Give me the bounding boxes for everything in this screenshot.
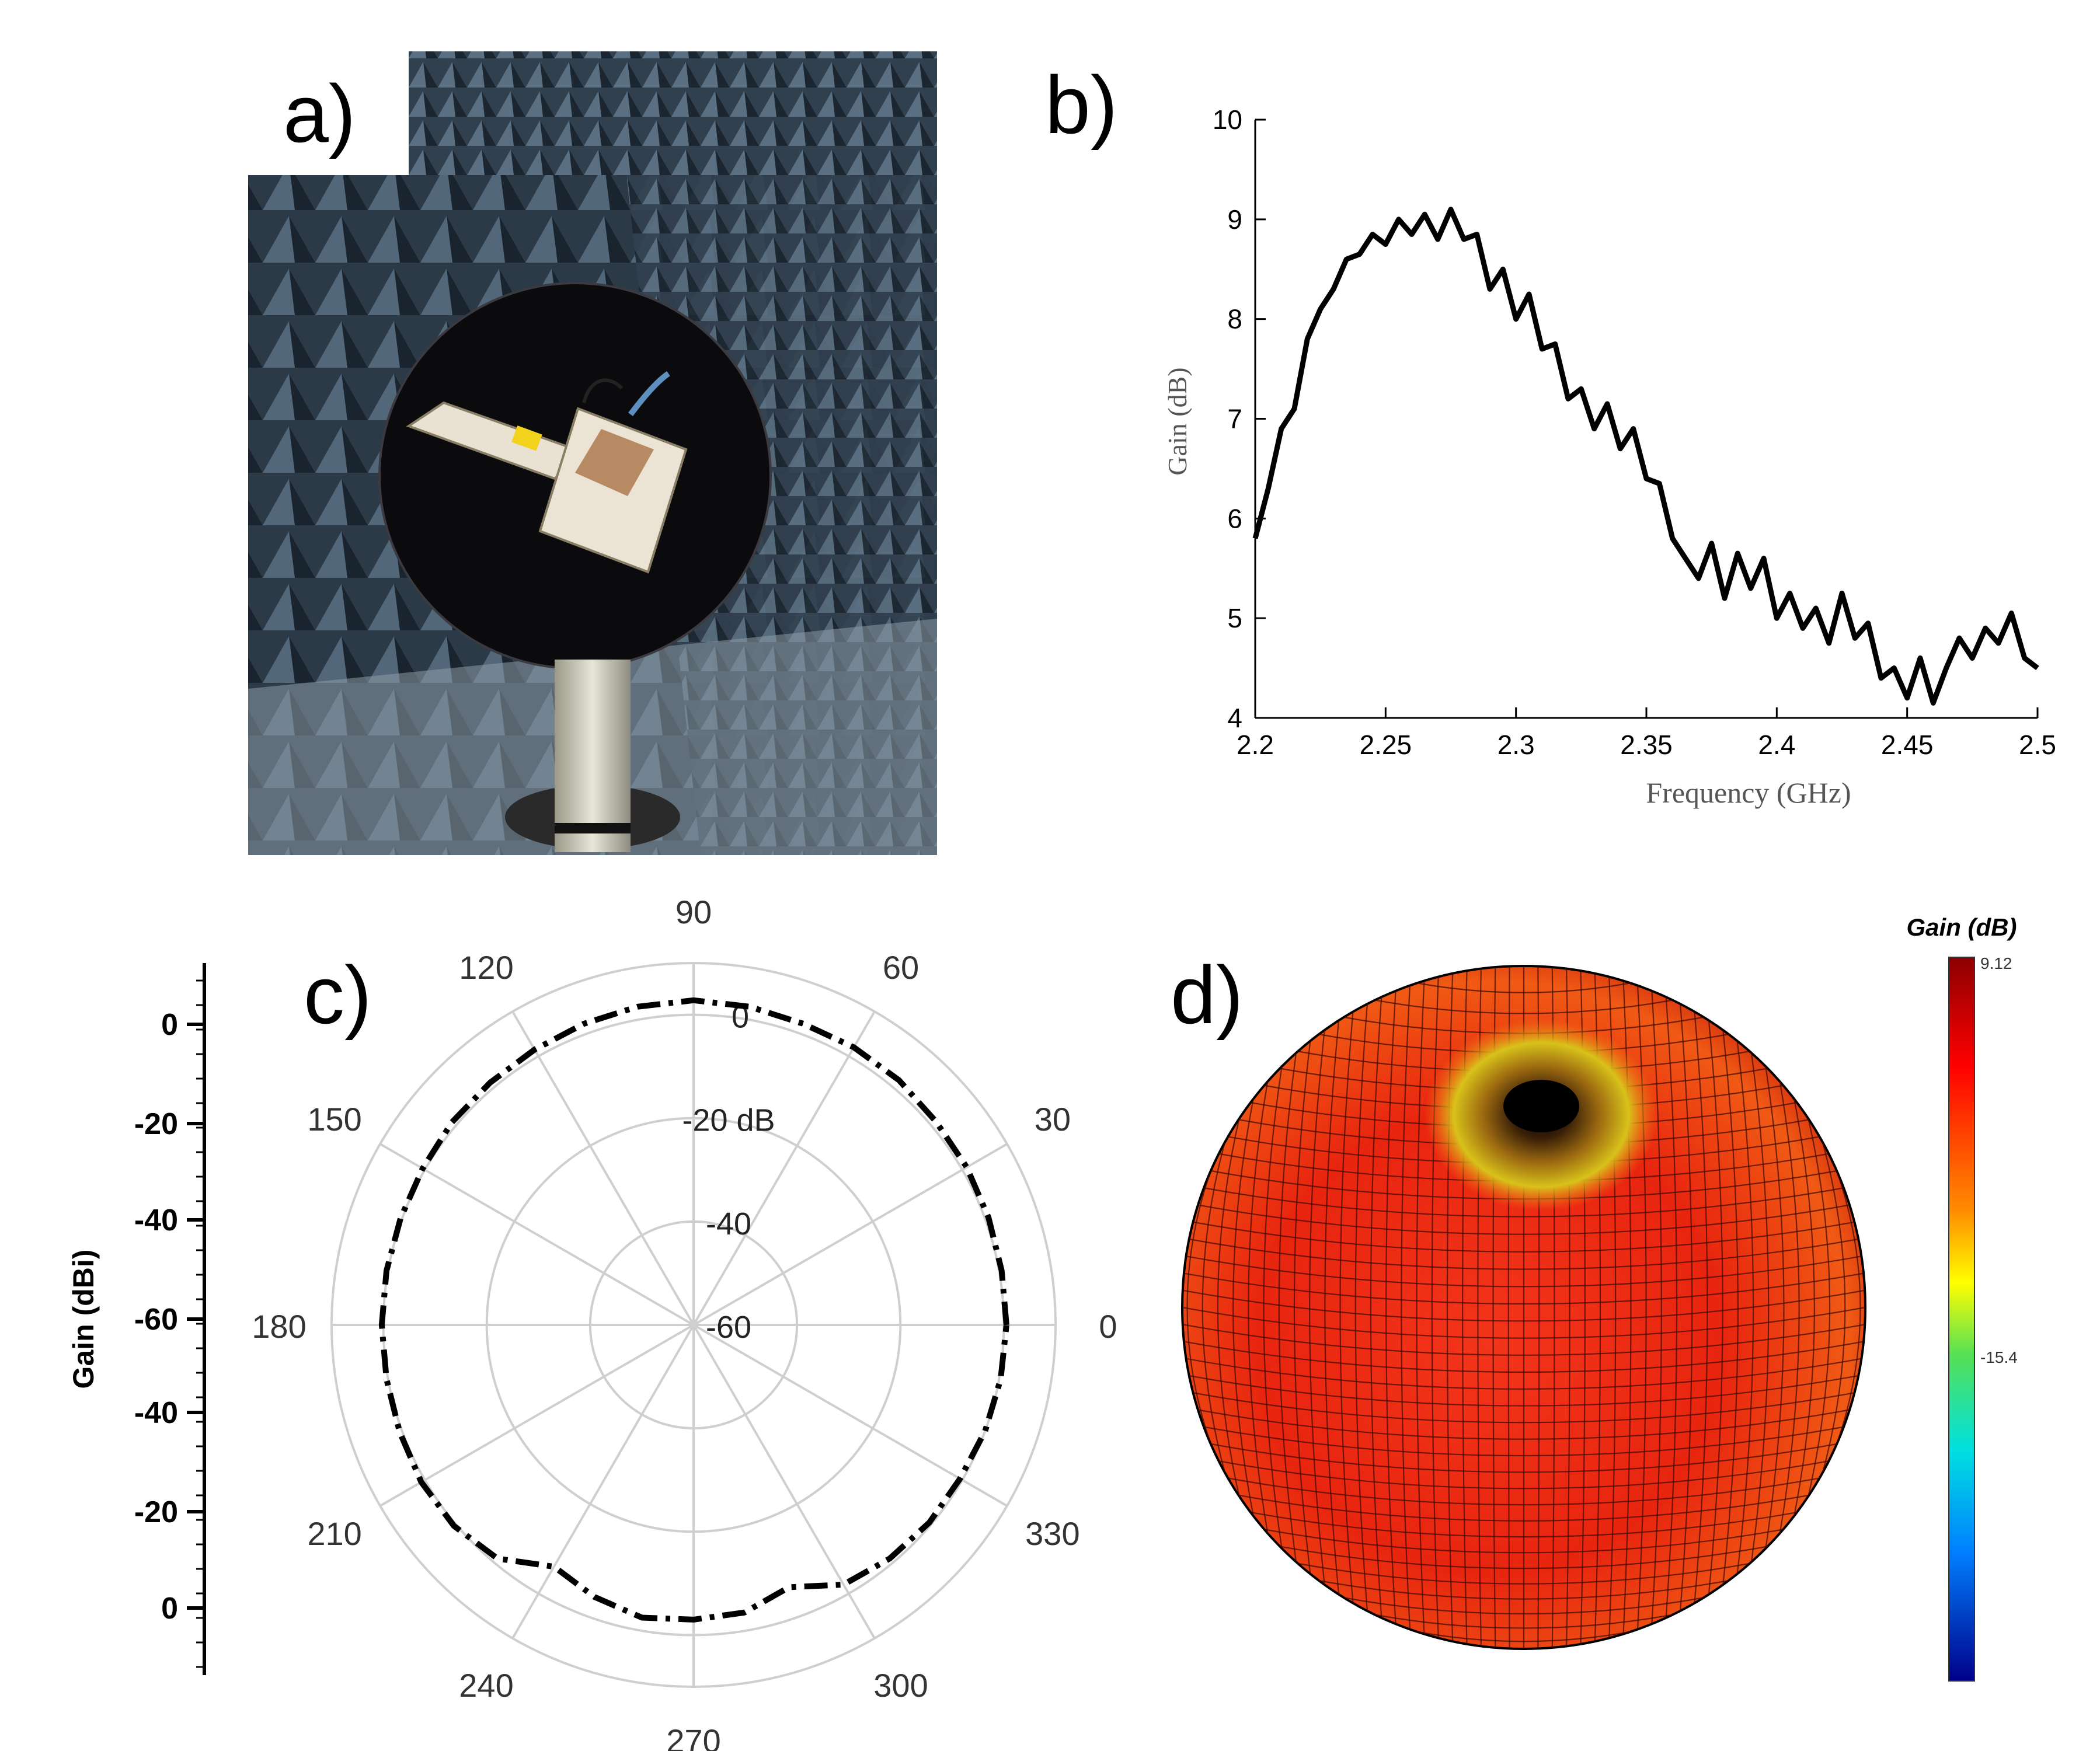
chart-b-series [1252, 207, 2039, 706]
chart-b-x-tick-label: 2.45 [1881, 730, 1934, 760]
pattern-mesh-longitude [1232, 1098, 1254, 1516]
pattern-mesh-longitude [1665, 997, 1678, 1618]
chart-c-spoke [692, 1324, 876, 1639]
pattern-mesh-longitude [1217, 1118, 1240, 1497]
chart-c-series [378, 997, 1009, 1623]
chart-b-y-tick-label: 9 [1227, 204, 1242, 235]
chart-c-spoke [379, 1324, 695, 1507]
pattern-mesh-longitude [1808, 1118, 1831, 1497]
chart-b-y-tick-label: 6 [1227, 503, 1242, 533]
chart-c-spoke [693, 1324, 1008, 1507]
chart-b-x-tick-label: 2.4 [1758, 730, 1795, 760]
panel-b-label: b) [1045, 59, 1118, 151]
colorbar-gradient [1948, 957, 1975, 1682]
pattern-mesh-longitude [1708, 1020, 1723, 1595]
chart-b-y-tick-label: 8 [1227, 304, 1242, 334]
chart-b-y-tick-label: 10 [1213, 104, 1242, 135]
chart-b-x-tick-label: 2.5 [2019, 730, 2056, 760]
chart-b-y-tick-label: 7 [1227, 404, 1242, 434]
chart-c-spoke [511, 1324, 695, 1639]
pattern-mesh-longitude [1370, 997, 1382, 1618]
pattern-mesh-longitude [1278, 1052, 1297, 1562]
chart-c-spoke [693, 1143, 1008, 1326]
chart-c-side-axis: 0 -20 -40 -60 -40 -20 0 [134, 963, 206, 1675]
pattern-mesh-longitude [1354, 1003, 1368, 1612]
chart-c-pattern-line [378, 997, 1009, 1623]
pattern-mesh-longitude [1750, 1052, 1770, 1562]
chart-c-spoke [692, 1011, 876, 1326]
pattern-mesh-longitude [1385, 990, 1396, 1624]
chart-c-angle-label: 270 [666, 1722, 720, 1751]
pattern-mesh-longitude [1736, 1041, 1754, 1574]
pattern-mesh-longitude [1401, 985, 1411, 1630]
pattern-mesh-longitude [1694, 1011, 1708, 1603]
panel-d-label: d) [1171, 949, 1244, 1041]
chart-c-side-axis-label: Gain (dBi) [67, 1250, 100, 1389]
chart-c-side-tick-label: -40 [134, 1204, 178, 1237]
pattern-mesh-longitude [1202, 1142, 1226, 1473]
chart-b-y-tick-label: 4 [1227, 703, 1242, 733]
chart-c-side-tick-label: -20 [134, 1107, 178, 1141]
chart-c-ring-label: -40 [706, 1206, 751, 1241]
pattern-mesh-longitude [1416, 981, 1425, 1634]
pattern-mesh-longitude [1765, 1066, 1785, 1549]
pattern-mesh-longitude [1248, 1081, 1269, 1534]
chart-c-angle-label: 0 [1099, 1308, 1117, 1345]
chart-b-xlabel: Frequency (GHz) [1646, 776, 1851, 809]
chart-c-angle-label: 150 [307, 1101, 361, 1138]
chart-c-grid: 0 30 60 90 120 150 180 210 240 270 300 330 -60 -40 -20… [252, 894, 1117, 1751]
chart-c-angle-label: 120 [459, 949, 513, 986]
chart-c-angle-label: 300 [873, 1667, 928, 1704]
chart-b-x-tick-label: 2.3 [1497, 730, 1535, 760]
chart-c-side-tick-label: 0 [161, 1592, 178, 1626]
panel-c-label: c) [304, 949, 372, 1041]
chart-c-side-tick-label: 0 [161, 1008, 178, 1042]
pattern-mesh-longitude [1324, 1020, 1340, 1595]
pattern-mesh-longitude [1680, 1003, 1693, 1612]
chart-c-spoke [379, 1143, 695, 1326]
chart-b-x-tick-label: 2.35 [1620, 730, 1673, 760]
pattern-mesh-longitude [1263, 1066, 1283, 1549]
chart-b-y-tick-label: 5 [1227, 603, 1242, 633]
pattern-mesh-longitude [1293, 1041, 1311, 1574]
chart-c-side-tick-label: -60 [134, 1303, 178, 1337]
chart-b-x-tick-label: 2.2 [1237, 730, 1274, 760]
pattern-mesh-longitude [1722, 1030, 1739, 1585]
chart-c-angle-label: 330 [1025, 1515, 1079, 1552]
chart-c-ring-label: -60 [706, 1310, 751, 1345]
chart-c-angle-label: 180 [252, 1308, 306, 1345]
pattern-mesh-longitude [1836, 1170, 1861, 1445]
chart-c-angle-label: 90 [675, 894, 712, 930]
chart-c-angle-label: 60 [883, 949, 919, 986]
pattern-mesh-longitude [1651, 990, 1662, 1624]
pattern-mesh-longitude [1793, 1098, 1815, 1516]
pattern-mesh-longitude [1431, 976, 1439, 1638]
chart-b-line [1252, 207, 2039, 706]
chart-b-ylabel: Gain (dB) [1162, 367, 1192, 475]
pattern-mesh-longitude [1339, 1011, 1354, 1603]
chart-c-ring-label: -20 dB [682, 1103, 775, 1138]
chart-c-side-tick-label: -20 [134, 1495, 178, 1529]
pattern-mesh-longitude [1309, 1030, 1325, 1585]
chart-b-x-tick-label: 2.25 [1360, 730, 1412, 760]
chart-c-spoke [511, 1011, 695, 1326]
chart-b-axes: 2.2 2.25 2.3 2.35 2.4 2.45 2.5 4 5 6 7 8 9 10 [1213, 104, 2056, 760]
colorbar-title: Gain (dB) [1907, 913, 2017, 941]
pattern-null-center [1503, 1080, 1579, 1132]
chart-c-angle-label: 240 [459, 1667, 513, 1704]
pattern-mesh-longitude [1822, 1142, 1846, 1473]
pattern-mesh-longitude [1779, 1081, 1800, 1534]
pattern-mesh-longitude [1186, 1170, 1211, 1445]
chart-c-side-tick-label: -40 [134, 1396, 178, 1430]
chart-c-angle-label: 210 [307, 1515, 361, 1552]
colorbar-mid-label: -15.4 [1980, 1348, 2018, 1366]
panel-a-label: a) [283, 64, 406, 184]
chart-c-angle-label: 30 [1035, 1101, 1071, 1138]
colorbar: Gain (dB) 9.12 -15.4 [1907, 913, 2018, 1682]
colorbar-max-label: 9.12 [1980, 954, 2012, 972]
